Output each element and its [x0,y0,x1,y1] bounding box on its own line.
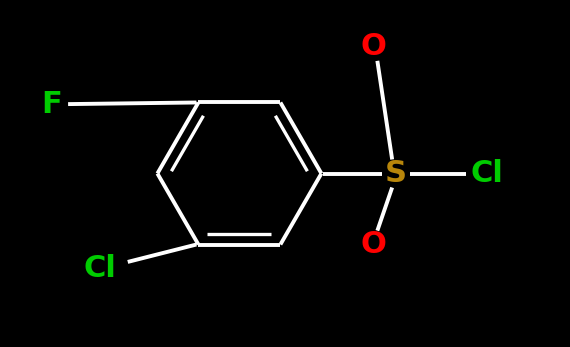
Text: O: O [360,230,386,259]
Text: Cl: Cl [471,159,504,188]
Text: O: O [360,32,386,61]
Text: S: S [385,159,407,188]
Text: Cl: Cl [83,254,116,283]
Text: F: F [41,90,62,119]
